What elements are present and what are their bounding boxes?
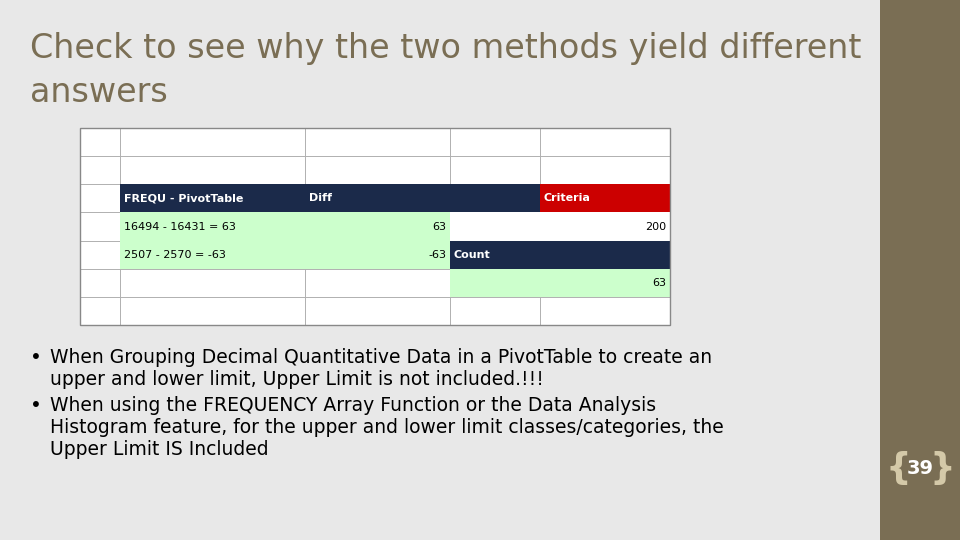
Text: Upper Limit IS Included: Upper Limit IS Included [50,440,269,459]
Text: upper and lower limit, Upper Limit is not included.!!!: upper and lower limit, Upper Limit is no… [50,370,544,389]
Text: Count: Count [454,249,491,260]
Bar [540,241,670,269]
Text: •: • [30,348,42,367]
Bar [305,184,450,212]
Text: Check to see why the two methods yield different: Check to see why the two methods yield d… [30,32,861,65]
Text: answers: answers [30,76,168,109]
Bar [120,212,305,241]
Text: 63: 63 [432,221,446,232]
Bar [120,184,305,212]
Text: Histogram feature, for the upper and lower limit classes/categories, the: Histogram feature, for the upper and low… [50,418,724,437]
Bar [80,128,670,325]
Text: •: • [30,396,42,415]
Text: 200: 200 [645,221,666,232]
Text: }: } [929,451,955,485]
Text: 63: 63 [652,278,666,288]
Text: 16494 - 16431 = 63: 16494 - 16431 = 63 [124,221,236,232]
Bar [305,241,450,269]
Text: -63: -63 [428,249,446,260]
Bar [880,0,960,540]
Bar [540,184,670,212]
Bar [450,241,540,269]
Text: 39: 39 [906,458,933,477]
Bar [80,128,670,325]
Text: {: { [885,451,911,485]
Bar [540,269,670,297]
Bar [540,212,670,241]
Text: Criteria: Criteria [544,193,590,204]
Text: When Grouping Decimal Quantitative Data in a PivotTable to create an: When Grouping Decimal Quantitative Data … [50,348,712,367]
Text: When using the FREQUENCY Array Function or the Data Analysis: When using the FREQUENCY Array Function … [50,396,656,415]
Text: FREQU - PivotTable: FREQU - PivotTable [124,193,244,204]
Bar [305,212,450,241]
Text: Diff: Diff [309,193,332,204]
Bar [450,269,540,297]
Text: 2507 - 2570 = -63: 2507 - 2570 = -63 [124,249,226,260]
Bar [450,184,540,212]
Bar [120,241,305,269]
Bar [450,212,540,241]
